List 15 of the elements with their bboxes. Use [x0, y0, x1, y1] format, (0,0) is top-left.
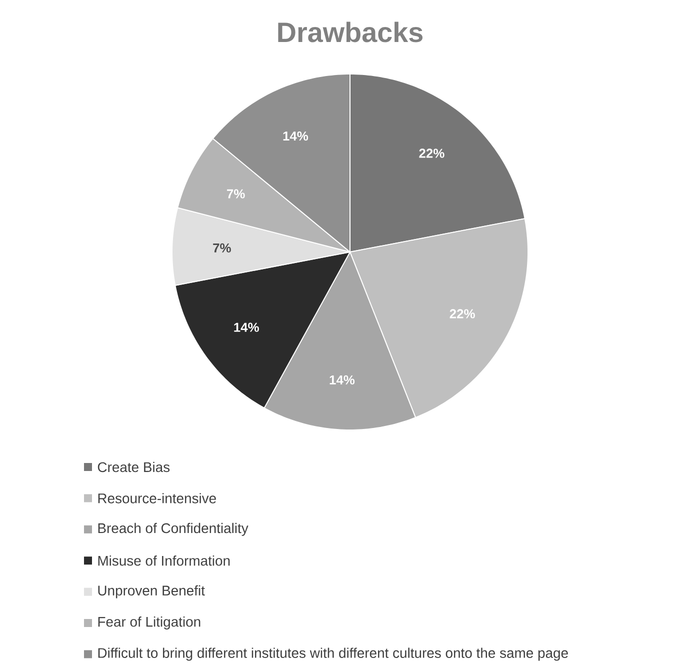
legend-label: Misuse of Information [98, 555, 230, 566]
legend-label: Breach of Confidentiality [98, 522, 248, 536]
data-label: 22% [450, 309, 475, 318]
legend-label: Fear of Litigation [98, 616, 200, 630]
legend-label: Create Bias [98, 462, 170, 472]
data-label: 14% [330, 375, 355, 384]
legend-label: Difficult to bring different institutes with different cultures onto the same page [98, 648, 568, 661]
chart-title: Drawbacks [278, 22, 422, 42]
data-label: 14% [234, 322, 259, 332]
data-label: 7% [213, 243, 231, 253]
legend-label: Resource-intensive [98, 493, 216, 504]
legend-label: Unproven Benefit [98, 585, 205, 598]
data-label: 7% [227, 189, 245, 198]
data-label: 14% [283, 131, 308, 141]
data-label: 22% [419, 148, 444, 158]
